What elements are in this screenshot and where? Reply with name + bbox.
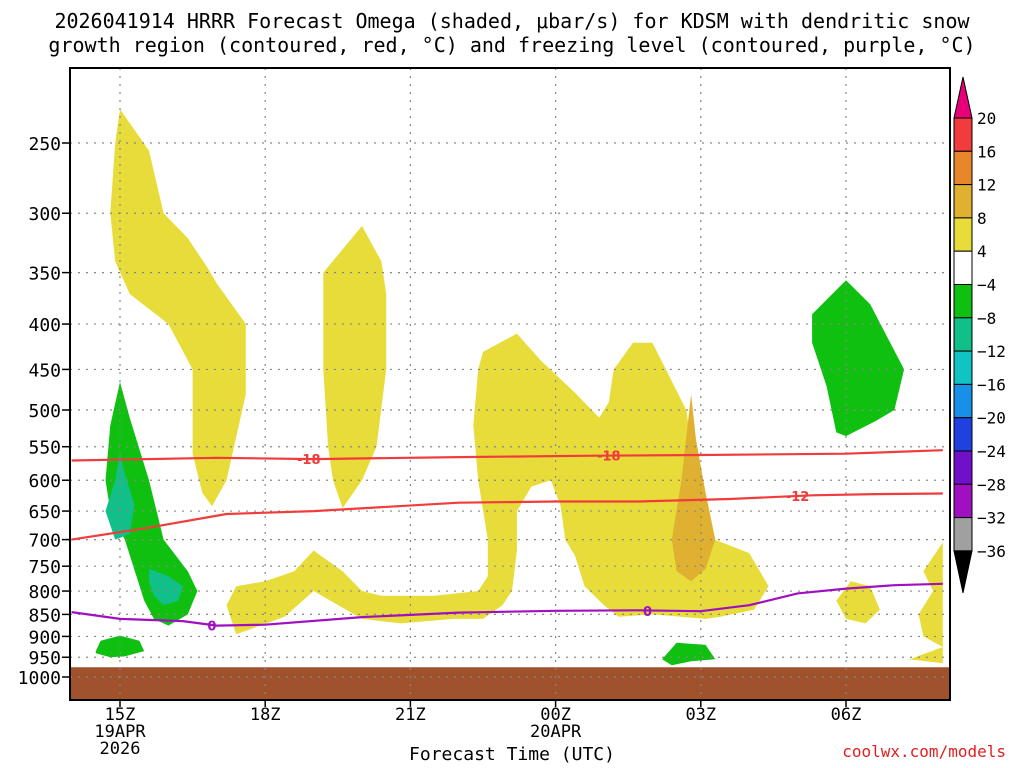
y-tick-label: 500 [28,401,61,422]
x-tick-label: 20APR [530,722,582,742]
x-tick-label: 06Z [831,705,862,725]
ground-rect [70,667,950,700]
colorbar-swatch [953,383,973,419]
x-tick-label: 21Z [395,705,426,725]
colorbar-swatch [953,350,973,385]
y-tick-label: 650 [28,502,61,523]
y-tick-label: 750 [28,557,61,578]
omega-region-11 [149,568,183,606]
colorbar-top-arrow [953,76,973,119]
omega-region-2 [226,333,769,635]
x-tick-label: 03Z [685,705,716,725]
colorbar-swatch [953,450,973,485]
contour-line--18 [71,449,943,462]
contour-line--12 [71,492,943,541]
y-tick-label: 300 [28,204,61,225]
colorbar-label: 4 [977,242,987,261]
y-tick-label: 900 [28,627,61,648]
plot-frame [69,67,951,701]
x-tick-label: 18Z [250,705,281,725]
contour-label-0: 0 [643,605,652,620]
omega-region-6 [105,382,198,626]
y-tick-label: 250 [28,134,61,155]
y-tick-label: 600 [28,471,61,492]
colorbar-swatch [953,417,973,452]
grid-lines [70,68,950,700]
colorbar-label: 8 [977,209,987,228]
colorbar-swatch [953,284,973,319]
colorbar-swatch [953,317,973,352]
y-tick-label: 800 [28,582,61,603]
contour-label--18: -18 [597,450,621,465]
colorbar-label: −4 [977,276,996,295]
y-tick-label: 700 [28,531,61,552]
x-tick-label: 2026 [100,739,141,759]
colorbar-label: 20 [977,109,996,128]
colorbar-swatch [953,250,973,285]
omega-region-0 [110,109,246,507]
colorbar-swatch [953,184,973,219]
y-tick-label: 450 [28,360,61,381]
colorbar-label: −12 [977,342,1006,361]
omega-region-8 [662,642,716,666]
colorbar-label: −32 [977,509,1006,528]
colorbar-label: 16 [977,142,996,161]
colorbar-swatch [953,150,973,186]
x-axis-label: Forecast Time (UTC) [409,744,615,765]
y-tick-label: 850 [28,605,61,626]
contour-lines: -18 -18 -12 0 0 [71,449,943,635]
y-tick-label: 350 [28,264,61,285]
colorbar-label: −16 [977,375,1006,394]
contour-line-0 [71,582,943,627]
x-tick-label: 19APR [94,722,146,742]
x-tick-label: 15Z [105,705,136,725]
omega-shaded-regions [95,109,943,666]
colorbar-swatch [953,217,973,252]
contour-label-0: 0 [207,620,216,635]
y-axis-ticks: 2503003504004505005506006507007508008509… [18,134,70,689]
colorbar-swatch [953,483,973,519]
colorbar: 20 16 12 8 4 −4 −8 −12 −16 −20 −24 −28 −32 −36 [953,76,1006,594]
omega-region-1 [323,225,387,509]
chart-title-line-1: 2026041914 HRRR Forecast Omega (shaded, … [54,9,970,33]
colorbar-label: −20 [977,409,1006,428]
colorbar-swatch [953,517,973,552]
credit-text: coolwx.com/models [842,742,1006,761]
y-tick-label: 1000 [18,668,61,689]
colorbar-bottom-arrow [953,550,973,594]
omega-region-3 [671,394,716,582]
colorbar-label: −24 [977,442,1006,461]
contour-label--12: -12 [786,490,810,505]
x-tick-label: 00Z [540,705,571,725]
y-tick-label: 400 [28,315,61,336]
omega-region-9 [812,280,905,437]
y-tick-label: 550 [28,438,61,459]
colorbar-label: −28 [977,475,1006,494]
colorbar-label: 12 [977,176,996,195]
omega-region-5 [904,542,943,664]
colorbar-label: −8 [977,309,996,328]
ground-band [70,667,950,700]
colorbar-swatch [953,117,973,152]
omega-region-4 [836,581,880,624]
omega-region-7 [95,635,145,658]
omega-region-10 [105,453,135,540]
y-tick-label: 950 [28,648,61,669]
chart-title-line-2: growth region (contoured, red, °C) and f… [48,33,976,57]
contour-label--18: -18 [297,453,321,468]
colorbar-label: −36 [977,542,1006,561]
